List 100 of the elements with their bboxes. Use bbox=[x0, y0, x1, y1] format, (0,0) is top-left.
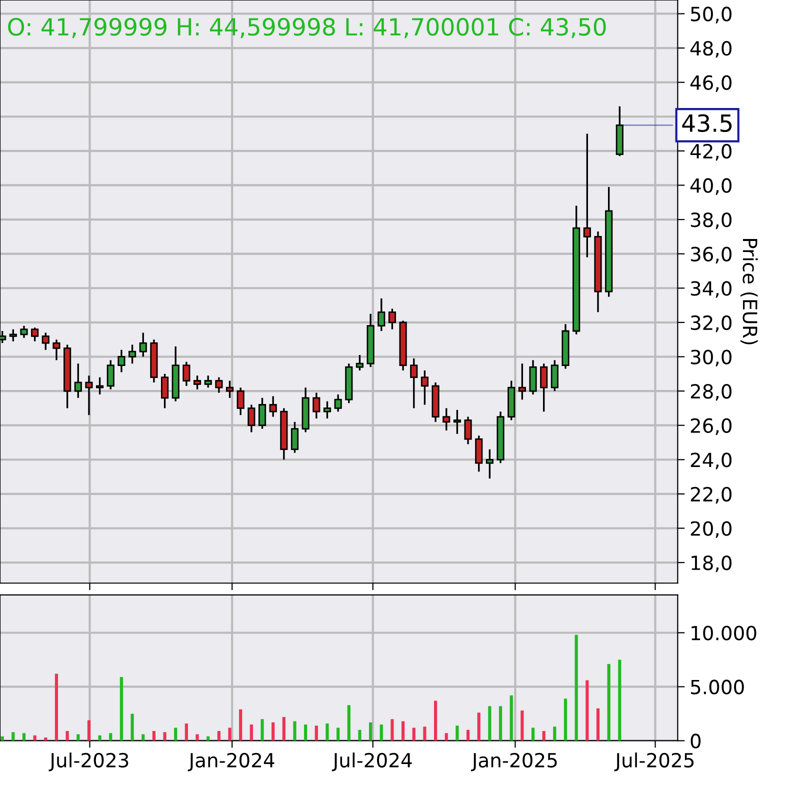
y-tick-label: 26,0 bbox=[690, 418, 732, 435]
bar bbox=[130, 714, 134, 741]
y-tick-label: 24,0 bbox=[690, 452, 732, 470]
candlestick bbox=[518, 362, 526, 400]
candlestick bbox=[420, 370, 428, 406]
bar bbox=[380, 724, 383, 741]
bar bbox=[66, 731, 69, 741]
bar bbox=[347, 705, 350, 741]
candlestick bbox=[334, 394, 342, 412]
x-tick-label: Jul-2023 bbox=[48, 752, 128, 772]
y-tick-label: 34,0 bbox=[690, 281, 732, 298]
candlestick bbox=[193, 374, 202, 390]
y-tick-label: 50,0 bbox=[690, 6, 732, 24]
y-tick-label: 38,0 bbox=[690, 212, 732, 230]
bar bbox=[553, 726, 556, 741]
candlestick bbox=[31, 326, 39, 342]
candlestick bbox=[118, 349, 126, 374]
candlestick bbox=[74, 362, 82, 399]
candlestick bbox=[9, 328, 17, 342]
bar bbox=[477, 712, 480, 741]
y-tick-label: 20,0 bbox=[690, 521, 732, 538]
candlestick bbox=[182, 361, 190, 387]
x-tick-label: Jul-2025 bbox=[614, 752, 694, 772]
bar bbox=[228, 728, 232, 741]
candlestick bbox=[323, 400, 332, 420]
candlestick bbox=[388, 308, 396, 330]
bar bbox=[239, 709, 242, 741]
bar bbox=[456, 726, 459, 741]
bar bbox=[607, 664, 610, 741]
bar bbox=[402, 721, 405, 741]
bar bbox=[304, 724, 308, 741]
bar bbox=[12, 732, 15, 741]
candlestick bbox=[52, 338, 60, 361]
bar bbox=[520, 710, 524, 741]
y-tick-label: 48,0 bbox=[690, 40, 732, 58]
bar bbox=[498, 706, 502, 741]
candlestick bbox=[442, 407, 450, 432]
candlestick bbox=[236, 386, 244, 416]
candlestick bbox=[248, 404, 256, 434]
bar bbox=[0, 736, 4, 741]
candlestick bbox=[204, 374, 212, 388]
bar bbox=[163, 732, 166, 741]
bar bbox=[174, 728, 178, 741]
annotation: O: 41,799999 H: 44,599998 L: 41,700001 C: 43,50 bbox=[8, 18, 606, 38]
bar bbox=[423, 726, 426, 741]
y-tick-label: 28,0 bbox=[690, 384, 732, 401]
bar bbox=[510, 695, 513, 741]
y-tick-label: 40,0 bbox=[690, 178, 732, 195]
y-tick-label: 46,0 bbox=[690, 75, 732, 92]
y-tick-label: 22,0 bbox=[690, 486, 732, 504]
x-tick-label: Jan-2024 bbox=[188, 752, 274, 772]
bar bbox=[196, 734, 199, 741]
bar bbox=[184, 723, 188, 741]
y-tick-label: 42,0 bbox=[690, 144, 732, 161]
y-tick-label: 18,0 bbox=[692, 555, 732, 572]
candlestick bbox=[96, 376, 104, 396]
bar bbox=[542, 731, 546, 741]
bar bbox=[22, 733, 26, 741]
bar bbox=[282, 716, 286, 741]
candlestick bbox=[215, 376, 223, 394]
candlestick bbox=[20, 325, 28, 339]
candlestick bbox=[453, 409, 461, 435]
bar bbox=[574, 634, 578, 741]
candlestick bbox=[486, 448, 494, 480]
y-tick-label: 5.000 bbox=[690, 680, 744, 694]
bar bbox=[434, 700, 438, 741]
bar bbox=[142, 734, 145, 741]
bar bbox=[596, 708, 600, 741]
y-tick-label: 10.000 bbox=[692, 626, 756, 640]
candlestick bbox=[356, 354, 364, 372]
candlestick bbox=[378, 298, 386, 332]
candlestick bbox=[160, 373, 169, 410]
candlestick bbox=[106, 359, 114, 390]
bar bbox=[488, 706, 492, 741]
bar bbox=[336, 728, 340, 741]
candlestick bbox=[583, 132, 591, 258]
bar bbox=[76, 734, 80, 741]
bar bbox=[250, 724, 253, 741]
candlestick bbox=[226, 380, 234, 399]
bar bbox=[358, 730, 362, 741]
candlestick bbox=[42, 332, 50, 351]
candlestick bbox=[258, 397, 266, 430]
bar bbox=[412, 728, 416, 741]
x-tick-label: Jan-2025 bbox=[470, 752, 557, 772]
y-axis-title: Price (EUR) bbox=[740, 239, 758, 344]
bar bbox=[54, 674, 58, 741]
bar bbox=[466, 730, 470, 741]
candlestick bbox=[290, 421, 299, 454]
candlestick bbox=[550, 359, 558, 392]
bar bbox=[260, 719, 264, 741]
x-tick-label: Jul-2024 bbox=[332, 752, 412, 772]
bar bbox=[120, 677, 124, 741]
candlestick bbox=[464, 416, 472, 446]
candlestick bbox=[139, 332, 147, 358]
candlestick bbox=[540, 362, 548, 412]
candlestick bbox=[312, 392, 320, 420]
candlestick bbox=[85, 374, 93, 416]
bar bbox=[618, 660, 622, 741]
bar bbox=[87, 720, 91, 741]
bar bbox=[33, 735, 36, 741]
